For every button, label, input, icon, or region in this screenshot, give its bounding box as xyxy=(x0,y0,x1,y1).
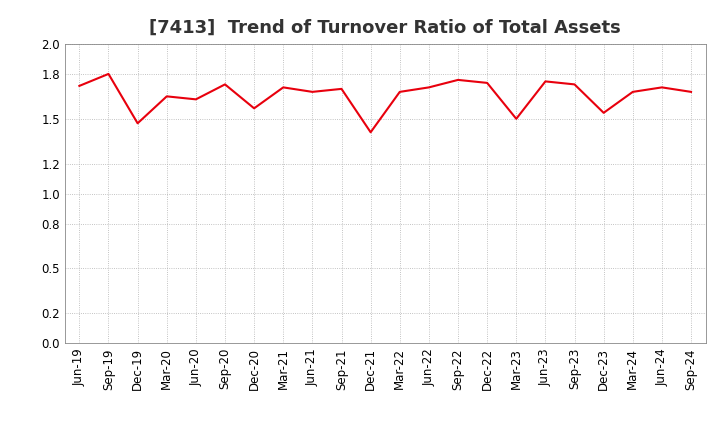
Title: [7413]  Trend of Turnover Ratio of Total Assets: [7413] Trend of Turnover Ratio of Total … xyxy=(149,19,621,37)
